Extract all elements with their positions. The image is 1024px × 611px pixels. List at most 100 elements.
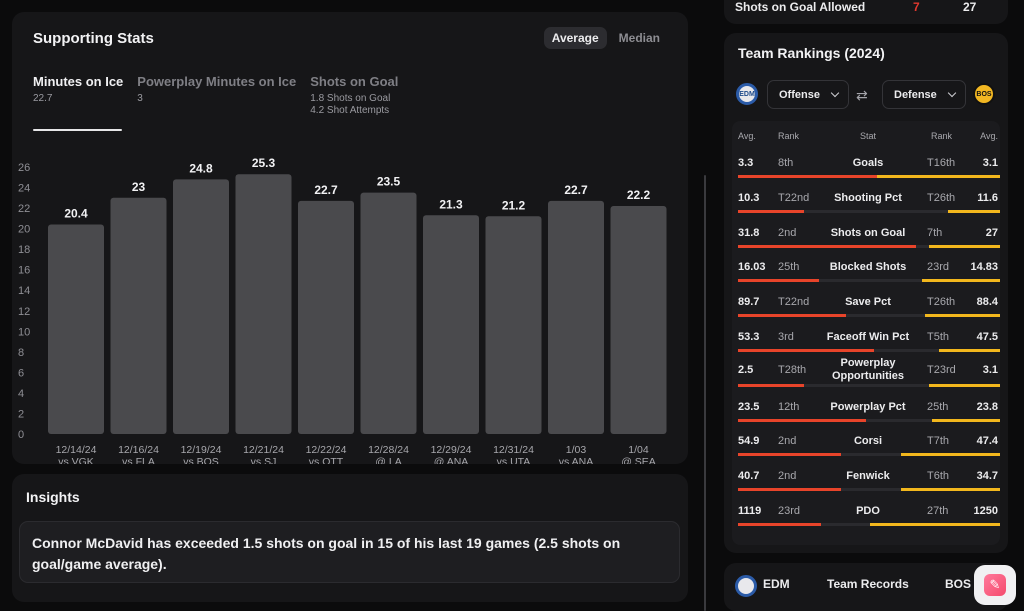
header-stat: Stat	[859, 131, 876, 141]
bar-data-label: 22.7	[314, 183, 338, 197]
defense-avg: 27	[985, 226, 998, 239]
bar-data-label: 20.4	[64, 207, 88, 221]
stat-name: Shooting Pct	[834, 191, 902, 204]
defense-rank-bar	[931, 418, 1000, 422]
shots-allowed-row: Shots on Goal Allowed 7 27	[724, 0, 1008, 24]
offense-rank-bar	[738, 244, 916, 248]
defense-rank: T26th	[927, 296, 956, 309]
defense-select[interactable]: Defense	[882, 80, 966, 109]
offense-rank: 23rd	[778, 505, 801, 517]
ranking-row: 3.3 8th Goals T16th 3.1	[732, 147, 1000, 182]
ranking-bar-track	[738, 488, 1000, 492]
defense-rank-bar	[870, 523, 1000, 526]
stat-tabs: Minutes on Ice 22.7 Powerplay Minutes on…	[33, 74, 398, 117]
defense-rank: 25th	[927, 400, 949, 413]
offense-rank: T22nd	[778, 191, 810, 204]
defense-rank: T5th	[927, 331, 950, 343]
defense-rank-bar	[948, 209, 1000, 213]
tab-powerplay-minutes[interactable]: Powerplay Minutes on Ice 3	[137, 74, 296, 117]
average-toggle-button[interactable]: Average	[543, 27, 607, 49]
bar	[610, 206, 667, 434]
defense-rank-bar	[922, 279, 1000, 283]
stat-name: Shots on Goal	[830, 226, 906, 239]
edm-logo: EDM	[736, 83, 758, 105]
median-toggle-button[interactable]: Median	[618, 31, 660, 45]
header-rank: Rank	[778, 131, 800, 141]
x-tick-opponent: vs OTT	[309, 456, 344, 464]
offense-rank: T22nd	[778, 296, 810, 309]
stat-name: Powerplay Pct	[830, 400, 906, 413]
y-tick-label: 12	[18, 306, 30, 318]
defense-avg: 34.7	[976, 470, 998, 483]
defense-rank-bar	[924, 314, 1000, 318]
scrollbar[interactable]	[704, 175, 706, 611]
defense-rank: T23rd	[927, 363, 956, 376]
x-tick-opponent: vs UTA	[497, 456, 531, 464]
x-tick-date: 12/28/24	[368, 444, 409, 456]
defense-rank-bar	[900, 453, 1000, 457]
tab-minutes-on-ice[interactable]: Minutes on Ice 22.7	[33, 74, 123, 117]
ranking-row: 23.5 12th Powerplay Pct 25th 23.8	[732, 391, 1000, 426]
bar-data-label: 23	[132, 180, 146, 194]
defense-avg: 3.1	[982, 363, 998, 376]
chevron-down-icon	[830, 88, 840, 98]
tab-shots-on-goal[interactable]: Shots on Goal 1.8 Shots on Goal 4.2 Shot…	[310, 74, 398, 117]
ticket-icon: ✎	[984, 574, 1006, 596]
header-avg: Avg.	[738, 131, 756, 141]
defense-rank-bar	[900, 488, 1000, 492]
chevron-down-icon	[947, 88, 957, 98]
ranking-bar-track	[738, 453, 1000, 457]
x-tick-date: 12/19/24	[181, 444, 222, 456]
x-tick-date: 1/03	[566, 444, 587, 456]
defense-rank-bar	[929, 244, 1000, 248]
bar	[423, 215, 479, 434]
ranking-bar-track	[738, 418, 1000, 422]
defense-rank-bar	[877, 175, 1000, 178]
bar	[485, 216, 542, 434]
defense-rank: T26th	[927, 191, 956, 204]
x-tick-date: 12/16/24	[118, 444, 159, 456]
offense-rank: T28th	[778, 363, 807, 376]
defense-rank: T7th	[927, 435, 950, 448]
y-tick-label: 16	[18, 265, 30, 277]
stat-name: PDO	[856, 505, 880, 517]
ranking-row: 10.3 T22nd Shooting Pct T26th 11.6	[732, 182, 1000, 217]
y-tick-label: 0	[18, 429, 24, 441]
ranking-row: 1119 23rd PDO 27th 1250	[732, 495, 1000, 530]
floating-action-button[interactable]: ✎	[974, 565, 1016, 605]
y-tick-label: 24	[18, 183, 30, 195]
swap-arrows-icon[interactable]: ⇄	[856, 87, 868, 103]
shots-allowed-label: Shots on Goal Allowed	[735, 0, 866, 14]
x-tick-opponent: @ SEA	[621, 456, 656, 464]
x-tick-opponent: vs SJ	[251, 456, 277, 464]
offense-rank-bar	[738, 523, 821, 526]
offense-select[interactable]: Offense	[767, 80, 849, 109]
offense-avg: 54.9	[738, 435, 760, 448]
defense-rank: 23rd	[927, 261, 950, 274]
records-left-team: EDM	[763, 577, 790, 591]
ranking-row: 89.7 T22nd Save Pct T26th 88.4	[732, 286, 1000, 321]
offense-rank: 12th	[778, 400, 800, 413]
offense-avg: 31.8	[738, 226, 760, 239]
defense-rank: T16th	[927, 157, 956, 169]
team-records-card[interactable]: EDM Team Records BOS	[724, 563, 1008, 611]
tab-value-2: 4.2 Shot Attempts	[310, 105, 390, 116]
defense-avg: 11.6	[977, 191, 998, 204]
tab-label: Powerplay Minutes on Ice	[137, 74, 297, 89]
offense-rank-bar	[738, 279, 819, 283]
bar	[48, 224, 104, 434]
offense-avg: 89.7	[738, 296, 760, 309]
tab-value: 3	[137, 93, 143, 104]
bar	[173, 179, 229, 434]
x-tick-date: 1/04	[628, 444, 649, 456]
records-right-team: BOS	[945, 577, 972, 591]
defense-rank: T6th	[927, 470, 950, 483]
defense-rank-bar	[929, 383, 1000, 387]
shots-allowed-value-right: 27	[963, 0, 977, 14]
ranking-row: 40.7 2nd Fenwick T6th 34.7	[732, 460, 1000, 495]
offense-rank-bar	[738, 209, 805, 213]
bar-data-label: 24.8	[189, 161, 213, 175]
bar-data-label: 25.3	[252, 156, 276, 170]
